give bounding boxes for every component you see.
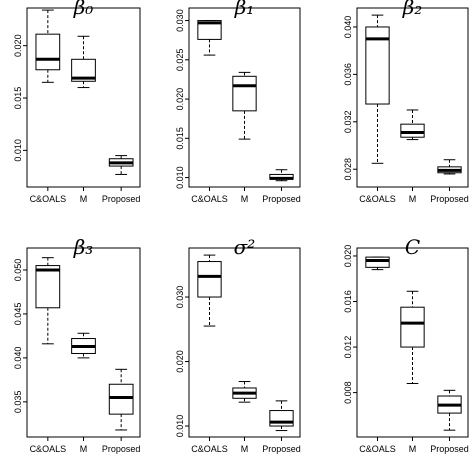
category-label: M: [80, 444, 88, 454]
category-label: Proposed: [430, 194, 469, 204]
y-tick-label: 0.020: [343, 245, 353, 268]
y-tick-label: 0.012: [343, 336, 353, 359]
panel-title: C: [405, 235, 420, 259]
category-label: C&OALS: [191, 194, 228, 204]
category-label: Proposed: [262, 194, 301, 204]
y-tick-label: 0.010: [175, 166, 185, 189]
iqr-box: [35, 33, 61, 71]
category-label: M: [80, 194, 88, 204]
category-label: C&OALS: [30, 444, 67, 454]
y-tick-label: 0.030: [175, 286, 185, 309]
category-label: M: [409, 444, 417, 454]
panel: β₁ 0.010 0.015 0.020 0.025 0.030 C&OALS M Propos…: [175, 0, 301, 204]
y-tick-label: 0.015: [13, 87, 23, 110]
y-tick-label: 0.050: [13, 259, 23, 282]
panel: β₂ 0.028 0.032 0.036 0.040 C&OALS M Proposed: [343, 0, 469, 204]
y-tick-label: 0.016: [343, 290, 353, 313]
iqr-box: [365, 26, 390, 105]
panel-title: β₃: [73, 235, 94, 259]
category-label: Proposed: [102, 194, 141, 204]
y-tick-label: 0.020: [175, 88, 185, 111]
panel: β₀ 0.010 0.015 0.020 C&OALS M Proposed: [13, 0, 141, 204]
y-tick-label: 0.032: [343, 111, 353, 134]
category-label: C&OALS: [359, 444, 396, 454]
panel-title: β₀: [73, 0, 94, 19]
iqr-box: [108, 383, 134, 415]
category-label: Proposed: [102, 444, 141, 454]
iqr-box: [71, 58, 96, 82]
category-label: M: [409, 194, 417, 204]
panel-title: β₂: [402, 0, 423, 19]
y-tick-label: 0.036: [343, 63, 353, 86]
panel-title: β₁: [234, 0, 255, 19]
panel: C 0.008 0.012 0.016 0.020 C&OALS M Proposed: [343, 235, 469, 454]
y-tick-label: 0.045: [13, 303, 23, 326]
category-label: C&OALS: [30, 194, 67, 204]
category-label: M: [241, 194, 249, 204]
y-tick-label: 0.020: [175, 350, 185, 373]
iqr-box: [400, 306, 425, 348]
y-tick-label: 0.040: [13, 347, 23, 370]
y-tick-label: 0.015: [175, 127, 185, 150]
y-tick-label: 0.025: [175, 49, 185, 72]
y-tick-label: 0.010: [175, 415, 185, 438]
iqr-box: [197, 20, 222, 40]
y-tick-label: 0.030: [175, 9, 185, 32]
category-label: C&OALS: [359, 194, 396, 204]
panel: β₃ 0.035 0.040 0.045 0.050 C&OALS M Proposed: [13, 235, 141, 454]
category-label: C&OALS: [191, 444, 228, 454]
category-label: Proposed: [262, 444, 301, 454]
iqr-box: [400, 123, 425, 138]
panel: σ² 0.010 0.020 0.030 C&OALS M Proposed: [175, 235, 301, 454]
iqr-box: [197, 261, 222, 298]
y-tick-label: 0.040: [343, 16, 353, 39]
y-tick-label: 0.035: [13, 391, 23, 414]
y-tick-label: 0.008: [343, 381, 353, 404]
y-tick-label: 0.028: [343, 158, 353, 181]
panel-title: σ²: [234, 235, 256, 259]
y-tick-label: 0.010: [13, 139, 23, 162]
iqr-box: [232, 75, 257, 112]
iqr-box: [35, 265, 61, 309]
category-label: Proposed: [430, 444, 469, 454]
iqr-box: [365, 256, 390, 268]
category-label: M: [241, 444, 249, 454]
y-tick-label: 0.020: [13, 34, 23, 57]
iqr-box: [269, 410, 294, 427]
